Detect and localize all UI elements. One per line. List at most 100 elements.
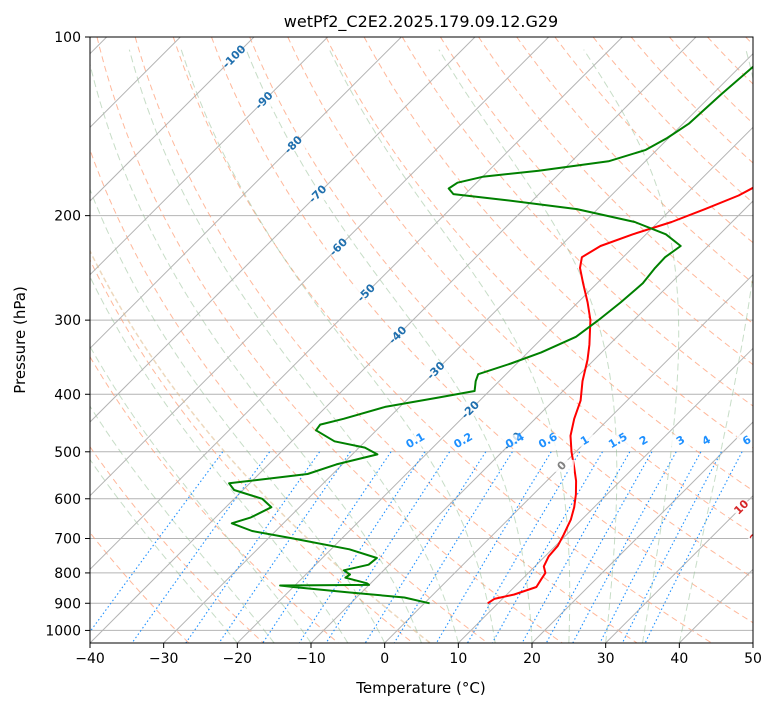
moist-adiabat <box>90 188 386 643</box>
x-tick-label: 50 <box>744 651 762 667</box>
mixing-ratio-label-bg <box>607 434 628 447</box>
isotherm-label-bg <box>305 188 330 201</box>
dry-adiabat <box>96 37 563 643</box>
dry-adiabat <box>745 37 753 46</box>
dry-adiabat <box>249 37 753 579</box>
dry-adiabat-label-bg <box>732 501 751 514</box>
dry-adiabat-label-bg <box>760 559 775 571</box>
y-tick-label: 600 <box>54 492 81 508</box>
dry-adiabat <box>325 37 753 492</box>
dry-adiabat <box>439 37 753 366</box>
mixing-ratio-line <box>393 451 513 643</box>
mixing-ratio-label-bg <box>736 434 753 447</box>
moist-adiabat <box>128 49 459 643</box>
y-tick-label: 1000 <box>45 623 81 639</box>
dry-adiabat <box>172 37 712 643</box>
mixing-ratio-line <box>262 451 392 643</box>
dry-adiabat <box>669 37 753 125</box>
mixing-ratio-line <box>435 451 552 643</box>
moist-adiabat <box>90 458 238 643</box>
isotherm-line <box>678 568 753 643</box>
plot-area <box>90 37 753 643</box>
mixing-ratio-line <box>185 451 321 643</box>
isotherm-label-bg <box>222 50 247 63</box>
dry-adiabat <box>478 37 753 325</box>
mixing-ratio-label: 0.1 <box>404 430 427 451</box>
x-axis-label: Temperature (°C) <box>355 679 485 697</box>
dry-adiabat-label: 20 <box>747 525 767 545</box>
isotherm-line <box>236 126 753 643</box>
isotherm-line <box>90 37 402 350</box>
mixing-ratio-line <box>572 451 677 643</box>
mixing-ratio-label-bg <box>574 434 595 447</box>
mixing-ratio-line <box>467 451 581 643</box>
isotherm-line <box>90 37 550 497</box>
isotherm-label-bg <box>458 403 483 416</box>
isotherm-line <box>457 347 753 643</box>
moist-adiabat <box>245 49 533 643</box>
mixing-ratio-line <box>521 451 631 643</box>
temperature-profile <box>487 186 753 605</box>
y-tick-label: 100 <box>54 30 81 46</box>
y-tick-label: 400 <box>54 387 81 403</box>
dry-adiabat-label-bg <box>748 529 753 542</box>
x-tick-label: −40 <box>75 651 105 667</box>
y-tick-label: 900 <box>54 596 81 612</box>
isotherm-line <box>90 37 329 276</box>
x-tick-label: 20 <box>523 651 541 667</box>
dry-adiabat <box>90 258 414 643</box>
moist-adiabat <box>180 49 496 643</box>
moist-adiabat <box>438 49 618 643</box>
mixing-ratio-label-bg <box>537 434 558 447</box>
mixing-ratio-line <box>491 451 603 643</box>
isotherm-line <box>90 37 623 571</box>
moist-adiabat <box>328 49 571 643</box>
isotherm-label-bg <box>281 138 306 151</box>
mixing-ratio-label: 0.6 <box>536 430 560 451</box>
y-axis-label: Pressure (hPa) <box>11 286 29 394</box>
isotherm-line <box>752 642 753 643</box>
x-tick-label: −20 <box>223 651 253 667</box>
dry-adiabat <box>592 37 753 204</box>
dry-adiabat <box>554 37 753 244</box>
x-tick-label: 30 <box>597 651 615 667</box>
mixing-ratio-label: 8 <box>770 433 775 448</box>
isotherm-line <box>163 52 753 643</box>
mixing-ratio-line <box>131 451 271 643</box>
isotherm-line <box>90 37 255 202</box>
mixing-ratio-label: 1.5 <box>606 430 629 451</box>
x-tick-label: 40 <box>670 651 688 667</box>
moist-adiabat <box>90 275 349 643</box>
mixing-ratio-line <box>545 451 653 643</box>
isotherm-label-bg <box>423 364 448 377</box>
moist-adiabat <box>90 345 312 643</box>
mixing-ratio-label: 0.4 <box>503 430 527 451</box>
mixing-ratio-label-bg <box>504 434 525 447</box>
mixing-ratio-label-bg <box>696 434 717 447</box>
x-tick-label: 10 <box>449 651 467 667</box>
y-tick-label: 700 <box>54 532 81 548</box>
dry-adiabat <box>401 37 753 407</box>
mixing-ratio-label-bg <box>405 434 426 447</box>
mixing-ratio-line <box>644 451 743 643</box>
isotherm-line <box>605 494 753 643</box>
isotherm-label-bg <box>549 459 574 472</box>
dry-adiabat <box>287 37 753 535</box>
mixing-ratio-label-bg <box>633 434 654 447</box>
x-tick-label: −30 <box>149 651 179 667</box>
y-tick-label: 800 <box>54 566 81 582</box>
mixing-ratio-line <box>621 451 722 643</box>
y-axis: 100 200 300 400 500 600 700 800 900 1000 <box>45 30 90 639</box>
isotherm-label-bg <box>326 241 351 254</box>
dry-adiabat <box>90 445 264 643</box>
dry-adiabat <box>90 355 339 643</box>
y-tick-label: 300 <box>54 313 81 329</box>
isotherm-label-bg <box>354 286 379 299</box>
dry-adiabat <box>211 37 753 624</box>
y-tick-label: 200 <box>54 209 81 225</box>
isotherm-line <box>531 421 753 643</box>
moist-adiabat <box>90 62 422 643</box>
dewpoint-profile <box>228 65 753 605</box>
dry-adiabat-label: 30 <box>759 554 775 574</box>
